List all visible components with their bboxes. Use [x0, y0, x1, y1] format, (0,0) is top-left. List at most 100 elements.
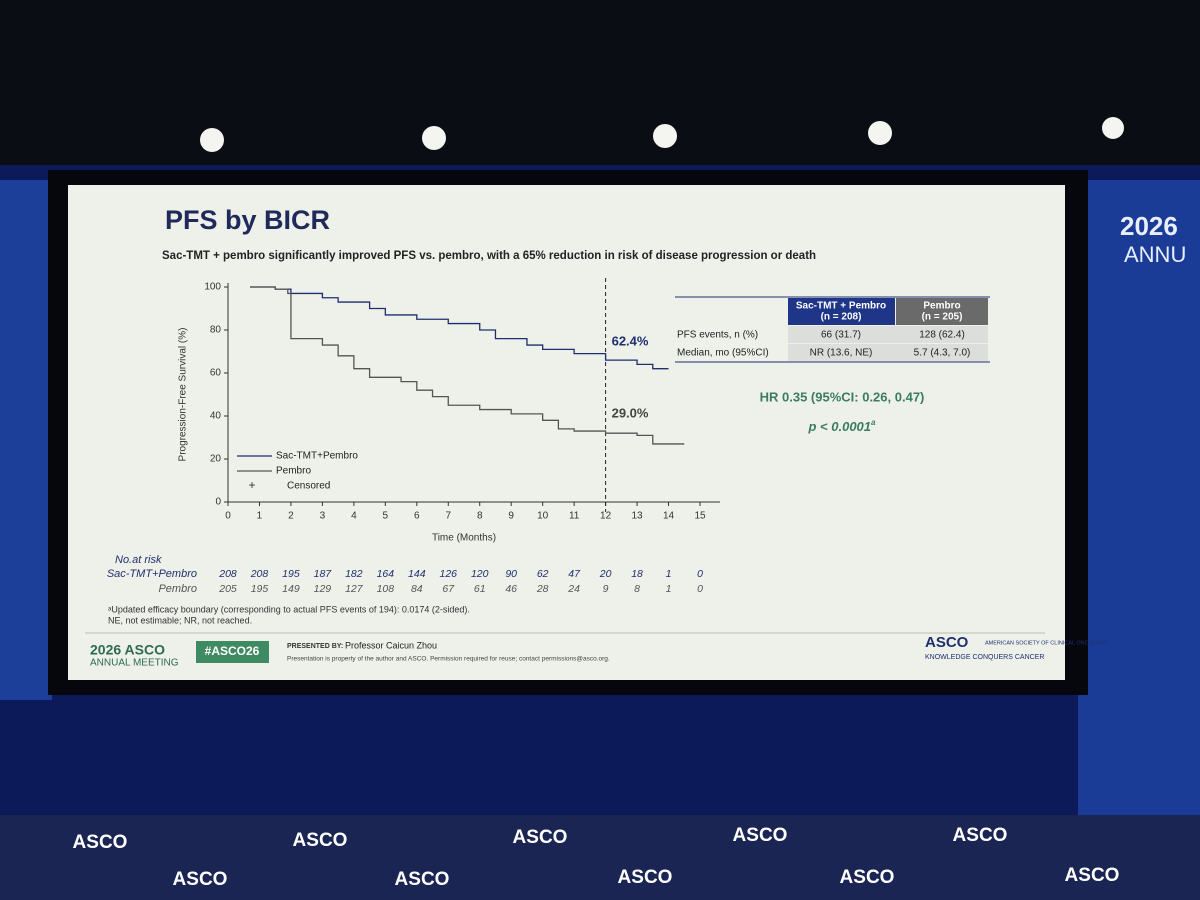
notice: Presentation is property of the author a… [287, 656, 610, 663]
x-tick-label: 14 [663, 511, 675, 522]
risk-count: 208 [218, 568, 237, 580]
header-text: Pembro [923, 301, 960, 312]
header-text: (n = 205) [922, 312, 963, 323]
table-cell: 128 (62.4) [919, 330, 965, 341]
legend-label: Censored [287, 481, 330, 492]
legend-marker: + [248, 478, 255, 492]
p-value: p < 0.0001a [808, 418, 877, 434]
risk-count: 208 [250, 568, 269, 580]
stage-light [422, 126, 446, 150]
header-text: (n = 208) [821, 312, 862, 323]
risk-count: 0 [697, 568, 703, 580]
x-tick-label: 5 [383, 511, 389, 522]
risk-row-label: Sac-TMT+Pembro [107, 568, 197, 580]
y-axis-label: Progression-Free Survival (%) [178, 328, 189, 462]
x-tick-label: 10 [537, 511, 549, 522]
venue-logo: ASCO [953, 825, 1008, 846]
risk-count: 149 [282, 583, 300, 595]
subtitle: Sac-TMT + pembro significantly improved … [162, 250, 816, 262]
annotation: 29.0% [612, 405, 649, 420]
x-tick-label: 4 [351, 511, 357, 522]
risk-count: 126 [440, 568, 458, 580]
y-tick-label: 100 [204, 282, 221, 293]
venue-logo: ASCO [173, 869, 228, 890]
meeting-logo: 2026 ASCO [90, 642, 165, 658]
venue-logo: ASCO [73, 832, 128, 853]
table-cell: 66 (31.7) [821, 330, 861, 341]
legend-label: Sac-TMT+Pembro [276, 451, 358, 462]
header-text: Sac-TMT + Pembro [796, 301, 886, 312]
slide-content: PFS by BICR Sac-TMT + pembro significantl… [85, 205, 1108, 669]
x-tick-label: 0 [225, 511, 231, 522]
risk-table-title: No.at risk [115, 554, 162, 566]
venue-logo: ASCO [840, 867, 895, 888]
x-tick-label: 8 [477, 511, 483, 522]
row-bg [788, 344, 988, 361]
table-cell: PFS events, n (%) [677, 330, 758, 341]
risk-count: 9 [603, 583, 609, 595]
venue-logos: ASCO ASCO ASCO ASCO ASCO ASCO ASCO ASCO ASCO ASCO [73, 825, 1120, 890]
x-tick-label: 9 [508, 511, 514, 522]
x-axis-label: Time (Months) [432, 533, 496, 544]
footnote: ᵃUpdated efficacy boundary (correspondin… [108, 604, 470, 614]
x-tick-label: 3 [320, 511, 326, 522]
left-banner [0, 180, 52, 700]
risk-count: 90 [505, 568, 517, 580]
risk-row-label: Pembro [158, 583, 197, 595]
y-tick-label: 80 [210, 325, 222, 336]
venue-logo: ASCO [293, 830, 348, 851]
risk-count: 18 [631, 568, 643, 580]
y-tick-label: 0 [215, 497, 221, 508]
x-tick-label: 2 [288, 511, 294, 522]
x-tick-label: 12 [600, 511, 612, 522]
p-value-text: p < 0.0001 [808, 419, 872, 434]
venue-logo: ASCO [395, 869, 450, 890]
slide [68, 185, 1065, 680]
society-name: AMERICAN SOCIETY OF CLINICAL ONCOLOGY [985, 640, 1108, 646]
x-tick-label: 15 [694, 511, 706, 522]
header-cell [788, 298, 895, 325]
risk-count: 195 [282, 568, 300, 580]
table-cell: 5.7 (4.3, 7.0) [914, 348, 971, 359]
slide-title: PFS by BICR [165, 205, 330, 235]
x-tick-label: 13 [632, 511, 644, 522]
risk-count: 84 [411, 583, 423, 595]
meeting-name: ANNUAL MEETING [90, 658, 179, 669]
y-tick-label: 60 [210, 368, 222, 379]
right-banner [1078, 180, 1200, 820]
risk-count: 205 [218, 583, 237, 595]
risk-count: 24 [567, 583, 580, 595]
hazard-ratio: HR 0.35 (95%CI: 0.26, 0.47) [760, 389, 925, 404]
stage-light [868, 121, 892, 145]
venue-logo: ASCO [618, 867, 673, 888]
survival-curve [250, 286, 685, 445]
risk-count: 195 [251, 583, 269, 595]
tagline: KNOWLEDGE CONQUERS CANCER [925, 654, 1044, 661]
row-bg [788, 326, 988, 343]
survival-curve [250, 286, 669, 370]
p-footnote-mark: a [871, 418, 876, 427]
presenter: Professor Caicun Zhou [345, 640, 437, 650]
hashtag: #ASCO26 [205, 644, 260, 658]
header-cell [896, 298, 988, 325]
hashtag-box [196, 641, 269, 663]
x-tick-label: 6 [414, 511, 420, 522]
x-tick-label: 7 [445, 511, 451, 522]
risk-count: 144 [408, 568, 426, 580]
venue-logo: ASCO [1065, 865, 1120, 886]
risk-count: 187 [314, 568, 333, 580]
annotation: 62.4% [612, 333, 649, 348]
banner-text: ANNU [1124, 242, 1186, 267]
x-tick-label: 1 [257, 511, 263, 522]
risk-count: 182 [345, 568, 363, 580]
risk-count: 28 [536, 583, 549, 595]
stage-light [653, 124, 677, 148]
legend-label: Pembro [276, 466, 311, 477]
y-tick-label: 20 [210, 454, 222, 465]
footnote: NE, not estimable; NR, not reached. [108, 615, 252, 625]
table-cell: Median, mo (95%CI) [677, 348, 769, 359]
risk-count: 127 [345, 583, 364, 595]
risk-count: 164 [377, 568, 395, 580]
